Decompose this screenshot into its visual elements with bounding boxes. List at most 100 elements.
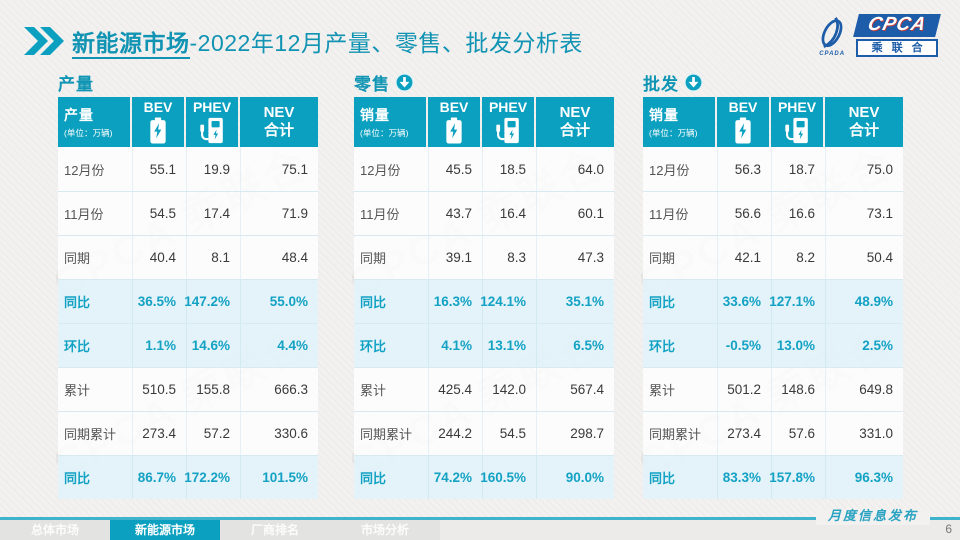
- cpca-swirl-icon: [821, 16, 843, 48]
- battery-icon: [149, 117, 167, 144]
- cell-value: 298.7: [536, 412, 614, 455]
- table-corner-cell: 销量 (单位：万辆): [643, 97, 715, 147]
- cell-value: 4.1%: [428, 324, 482, 367]
- cell-value: 6.5%: [536, 324, 614, 367]
- table-row: 同比 86.7% 172.2% 101.5%: [58, 455, 318, 499]
- table-corner-title: 销量: [360, 107, 390, 123]
- cpca-mark-caption: CPADA: [819, 50, 846, 57]
- cell-value: 71.9: [240, 192, 318, 235]
- section-down-icon: [395, 72, 414, 92]
- table-row: 同期 39.1 8.3 47.3: [354, 235, 614, 279]
- cell-value: 56.6: [717, 192, 771, 235]
- column-header-nev: NEV 合计: [825, 97, 903, 147]
- nav-item-market-analysis[interactable]: 市场分析: [330, 520, 440, 540]
- retail-table: 销量 (单位：万辆) BEV PHEV NEV 合计 12月份 45.5 18.5 64.…: [354, 97, 614, 499]
- row-label: 11月份: [64, 207, 104, 222]
- cell-value: 501.2: [717, 368, 771, 411]
- row-label: 同比: [360, 295, 387, 310]
- nav-item-nev-market[interactable]: 新能源市场: [110, 520, 220, 540]
- column-label: NEV 合计: [559, 104, 591, 139]
- cell-value: 148.6: [771, 368, 825, 411]
- row-label: 同期累计: [360, 427, 413, 442]
- table-row: 累计 501.2 148.6 649.8: [643, 367, 903, 411]
- table-row: 同比 33.6% 127.1% 48.9%: [643, 279, 903, 323]
- table-row: 12月份 55.1 19.9 75.1: [58, 147, 318, 191]
- retail-table-card: CPCA 乘联合 CPCA 乘联合 零售 销量 (单位：万辆) BEVPHEVN…: [342, 70, 614, 502]
- row-label: 12月份: [649, 162, 690, 178]
- cpca-logo: CPADA CPCA 乘联合: [812, 14, 941, 57]
- cell-value: 96.3%: [825, 456, 903, 499]
- cell-value: 54.5: [132, 192, 186, 235]
- cell-value: 4.4%: [240, 324, 318, 367]
- cell-value: 330.6: [240, 412, 318, 455]
- wholesale-table-card: CPCA 乘联合 CPCA 乘联合 批发 销量 (单位：万辆) BEVPHEVN…: [631, 70, 903, 502]
- row-label: 累计: [64, 383, 91, 398]
- cell-value: 60.1: [536, 192, 614, 235]
- column-header-bev: BEV: [717, 97, 769, 147]
- production-table: 产量 (单位：万辆) BEV PHEV NEV 合计 12月份 55.1 19.9 75.…: [58, 97, 318, 499]
- cell-value: 35.1%: [536, 280, 614, 323]
- cell-value: 649.8: [825, 368, 903, 411]
- table-row: 同期 40.4 8.1 48.4: [58, 235, 318, 279]
- cell-value: 2.5%: [825, 324, 903, 367]
- table-row: 同期累计 273.4 57.6 331.0: [643, 411, 903, 455]
- nav-item-overall-market[interactable]: 总体市场: [0, 520, 110, 540]
- charger-icon: [200, 117, 224, 144]
- column-header-phev: PHEV: [186, 97, 238, 147]
- table-row: 11月份 56.6 16.6 73.1: [643, 191, 903, 235]
- table-row: 同比 36.5% 147.2% 55.0%: [58, 279, 318, 323]
- section-title: 产量: [58, 74, 94, 94]
- cell-value: 39.1: [428, 236, 482, 279]
- cell-value: 8.2: [771, 236, 825, 279]
- table-row: 累计 425.4 142.0 567.4: [354, 367, 614, 411]
- row-label: 同比: [649, 295, 676, 310]
- nav-item-oem-ranking[interactable]: 厂商排名: [220, 520, 330, 540]
- table-row: 环比 4.1% 13.1% 6.5%: [354, 323, 614, 367]
- cell-value: 147.2%: [184, 280, 240, 323]
- cell-value: 172.2%: [184, 456, 240, 499]
- row-label: 同比: [649, 471, 676, 486]
- footer-accent-line: [0, 517, 960, 520]
- table-row: 同比 74.2% 160.5% 90.0%: [354, 455, 614, 499]
- table-row: 12月份 45.5 18.5 64.0: [354, 147, 614, 191]
- cell-value: 86.7%: [132, 456, 186, 499]
- section-title: 零售: [354, 74, 390, 94]
- table-corner-title: 销量: [649, 107, 679, 123]
- title-row: 新能源市场-2022年12月产量、零售、批发分析表: [24, 24, 583, 59]
- row-label: 累计: [649, 383, 676, 398]
- row-label: 同比: [360, 471, 387, 486]
- column-header-bev: BEV: [428, 97, 480, 147]
- cell-value: 54.5: [482, 412, 536, 455]
- cell-value: 18.5: [482, 147, 536, 191]
- battery-icon: [445, 117, 463, 144]
- cell-value: 90.0%: [536, 456, 614, 499]
- cell-value: 33.6%: [717, 280, 771, 323]
- cell-value: 73.1: [825, 192, 903, 235]
- table-row: 累计 510.5 155.8 666.3: [58, 367, 318, 411]
- cpca-banner: CPCA: [853, 14, 941, 37]
- table-row: 环比 1.1% 14.6% 4.4%: [58, 323, 318, 367]
- column-header-nev: NEV 合计: [536, 97, 614, 147]
- cell-value: 56.3: [717, 147, 771, 191]
- table-row: 同比 83.3% 157.8% 96.3%: [643, 455, 903, 499]
- column-label: PHEV: [777, 99, 817, 116]
- section-title: 批发: [643, 74, 679, 94]
- column-label: BEV: [728, 99, 758, 116]
- cell-value: 42.1: [717, 236, 771, 279]
- cell-value: 101.5%: [240, 456, 318, 499]
- table-row: 同期累计 244.2 54.5 298.7: [354, 411, 614, 455]
- cell-value: 19.9: [186, 147, 240, 191]
- row-label: 同期: [64, 251, 91, 266]
- column-label: BEV: [439, 99, 469, 116]
- charger-icon: [496, 117, 520, 144]
- battery-icon: [734, 117, 752, 144]
- cell-value: 13.0%: [771, 324, 825, 367]
- cell-value: 47.3: [536, 236, 614, 279]
- row-label: 环比: [649, 339, 676, 354]
- bottom-nav: 总体市场 新能源市场 厂商排名 市场分析: [0, 520, 960, 540]
- cell-value: 510.5: [132, 368, 186, 411]
- cell-value: 666.3: [240, 368, 318, 411]
- table-row: 同期 42.1 8.2 50.4: [643, 235, 903, 279]
- cell-value: 45.5: [428, 147, 482, 191]
